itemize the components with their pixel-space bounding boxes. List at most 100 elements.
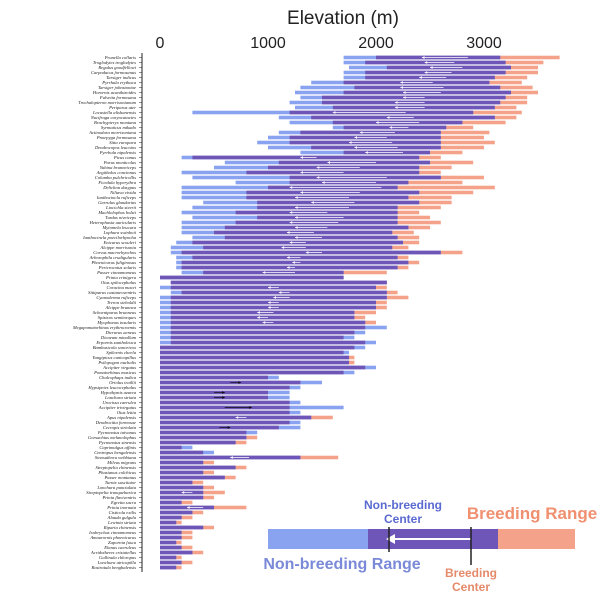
species-label: Horornis acanthizoides: [92, 90, 136, 95]
x-tick-label: 0: [156, 35, 165, 52]
species-label: Pyrrhula nipalensis: [99, 150, 136, 155]
species-label: Urocissa caerulea: [102, 400, 136, 405]
shift-arrow-head: [262, 271, 266, 274]
species-label: Gorsachius melanolophus: [88, 435, 136, 440]
shift-arrow-head: [300, 156, 303, 159]
species-label: Centropus bengalensis: [94, 450, 136, 455]
species-label: Fulvetta formosana: [99, 95, 137, 100]
species-label: Arborophila crudigularis: [89, 255, 137, 260]
legend: Breeding Range Non-breeding Range Non-br…: [263, 498, 597, 594]
species-label: Spilornis cheela: [106, 350, 136, 355]
species-label: Corvus macrorhynchos: [93, 250, 136, 255]
overlap-range-bar: [160, 365, 366, 370]
shift-arrow-head: [316, 176, 320, 179]
species-label: Caprimulgus affinis: [99, 445, 136, 450]
overlap-range-bar: [160, 545, 182, 550]
species-label: Egretta sacra: [110, 500, 137, 505]
shift-arrow-head: [257, 311, 260, 314]
species-label: Treron sieboldii: [107, 300, 137, 305]
overlap-range-bar: [160, 485, 204, 490]
overlap-range-bar: [160, 440, 236, 445]
species-label: Streptopelia tranquebarica: [86, 490, 136, 495]
overlap-range-bar: [170, 340, 366, 345]
overlap-range-bar: [160, 500, 182, 505]
species-label: Tarsiger johnstoniae: [98, 85, 136, 90]
overlap-range-bar: [160, 550, 193, 555]
species-label: Otus lettia: [117, 410, 137, 415]
species-label: Myiomela leucura: [101, 225, 136, 230]
shift-arrow-head: [424, 61, 428, 64]
legend-nonbreeding-center-label-line1: Non-breeding: [364, 498, 442, 512]
x-tick-label: 1000: [250, 35, 286, 52]
species-label: Bambusicola sonorivox: [93, 345, 136, 350]
shift-arrow-head: [238, 381, 241, 384]
shift-arrow-head: [300, 191, 303, 194]
species-label: Garrulus glandarius: [98, 200, 136, 205]
overlap-range-bar: [160, 560, 182, 565]
species-label: Actinodura morrisoniana: [88, 130, 137, 135]
shift-arrow-head: [227, 426, 231, 429]
overlap-range-bar: [160, 445, 182, 450]
overlap-range-bar: [160, 420, 290, 425]
species-label: Lophura swinhoii: [102, 230, 136, 235]
x-axis: 0 1000 2000 3000: [139, 35, 502, 572]
overlap-range-bar: [160, 450, 204, 455]
species-label: Yuhina brunneiceps: [100, 165, 136, 170]
shift-arrow-head: [235, 416, 239, 419]
shift-arrow-head: [222, 396, 225, 399]
overlap-range-bar: [160, 515, 182, 520]
overlap-range-bar: [160, 470, 204, 475]
shift-arrow-head: [424, 71, 428, 74]
overlap-range-bar: [160, 495, 204, 500]
overlap-range-bar: [160, 540, 177, 545]
shift-arrow-head: [249, 406, 252, 409]
x-tick-label: 3000: [466, 35, 502, 52]
shift-arrow-head: [295, 236, 298, 239]
shift-arrow-head: [281, 246, 285, 249]
overlap-range-bar: [160, 275, 344, 280]
species-label: Ianthocincla poecilorhyncha: [82, 235, 137, 240]
shift-arrow-head: [389, 126, 393, 129]
bars-layer: [160, 55, 560, 570]
shift-arrow-head: [230, 456, 233, 459]
species-label: Pericrocotus solaris: [98, 265, 136, 270]
shift-arrow-head: [257, 316, 260, 319]
shift-arrow-head: [262, 321, 266, 324]
species-label: Cecropis striolata: [103, 425, 137, 430]
species-label: Lonchura striata: [104, 395, 137, 400]
x-axis-title: Elevation (m): [287, 8, 399, 29]
species-label: Schoeniparus brunneus: [93, 310, 136, 315]
overlap-range-bar: [160, 565, 177, 570]
species-label: Yungipicus canicapillus: [92, 355, 136, 360]
legend-nonbreeding-center-label-line2: Center: [384, 512, 422, 526]
species-label: Turnix suscitator: [105, 480, 136, 485]
species-label: Prinia inornata: [106, 505, 136, 510]
shift-arrow-head: [268, 301, 271, 304]
species-label: Zapornia fusca: [108, 540, 137, 545]
legend-breeding-center-label-line1: Breeding: [445, 566, 497, 580]
species-label: Otus spilocephalus: [101, 280, 136, 285]
shift-arrow-head: [332, 111, 336, 114]
species-label: Lonchura punctulata: [96, 485, 136, 490]
overlap-range-bar: [170, 325, 366, 330]
overlap-range-bar: [160, 520, 177, 525]
species-label: Lewinia striata: [107, 520, 137, 525]
overlap-range-bar: [170, 330, 355, 335]
shift-arrow-head: [286, 256, 290, 259]
species-label: Pyrrhula erythaca: [101, 80, 136, 85]
shift-arrow-head: [316, 166, 320, 169]
species-label: Coracina macei: [107, 285, 137, 290]
species-label: Trochalopteron morrisonianum: [78, 100, 136, 105]
shift-arrow-head: [295, 206, 298, 209]
species-label: Pnoepyga formosana: [96, 135, 137, 140]
species-label: Cisticola exilis: [109, 510, 137, 515]
species-label: Picus canus: [113, 155, 136, 160]
species-label: Lonchura atricapilla: [97, 560, 137, 565]
shift-arrow-head: [286, 231, 290, 234]
species-label: Carpodacus formosanus: [91, 70, 136, 75]
overlap-range-bar: [160, 360, 349, 365]
shift-arrow-head: [376, 121, 379, 124]
shift-arrow-head: [289, 241, 293, 244]
